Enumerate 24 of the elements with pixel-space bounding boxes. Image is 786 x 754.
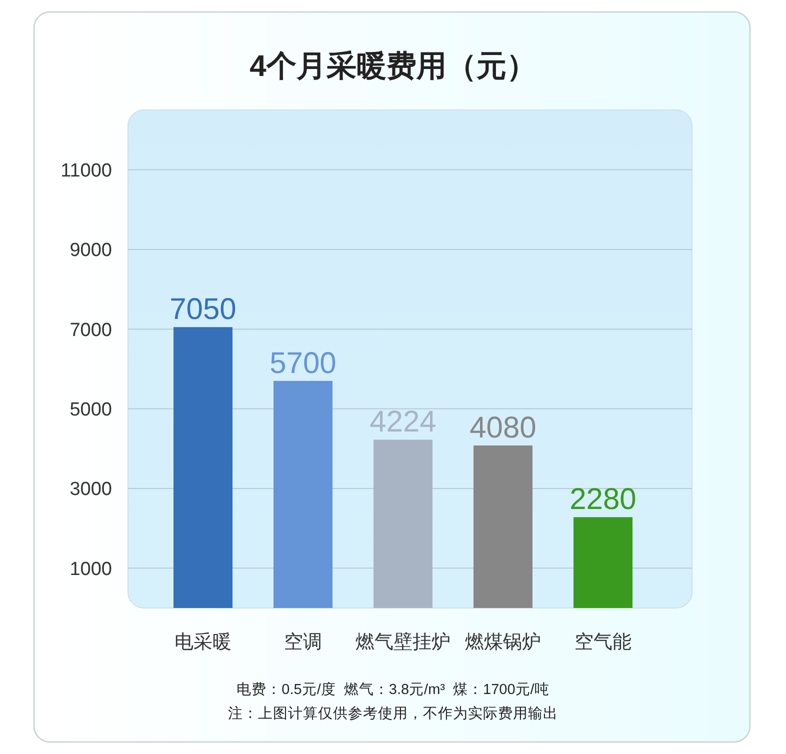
y-tick-label: 5000 xyxy=(70,399,112,420)
data-label: 4080 xyxy=(470,411,536,444)
text: 电费：0.5元/度 燃气：3.8元/m³ 煤：1700元/吨 xyxy=(236,681,550,698)
data-label: 4224 xyxy=(370,406,436,439)
text: 注：上图计算仅供参考使用，不作为实际费用输出 xyxy=(228,705,558,722)
y-tick-label: 1000 xyxy=(70,558,112,580)
bar xyxy=(374,440,432,608)
bar xyxy=(174,327,232,608)
bar xyxy=(474,445,532,608)
y-tick-label: 3000 xyxy=(70,479,112,500)
bar xyxy=(274,380,332,608)
y-tick-label: 7000 xyxy=(70,320,112,341)
data-label: 5700 xyxy=(270,346,336,380)
x-tick-label: 燃煤锅炉 xyxy=(465,632,541,653)
bar xyxy=(574,517,632,608)
chart-title: 4个月采暖费用（元） xyxy=(250,50,536,83)
data-label: 2280 xyxy=(570,483,636,516)
x-tick-label: 空气能 xyxy=(574,631,632,653)
x-tick-label: 电采暖 xyxy=(174,632,232,653)
x-tick-label: 燃气壁挂炉 xyxy=(356,631,450,653)
y-tick-label: 9000 xyxy=(70,240,112,262)
y-tick-label: 11000 xyxy=(60,160,112,182)
data-label: 7050 xyxy=(170,293,236,326)
x-tick-label: 空调 xyxy=(284,631,322,653)
